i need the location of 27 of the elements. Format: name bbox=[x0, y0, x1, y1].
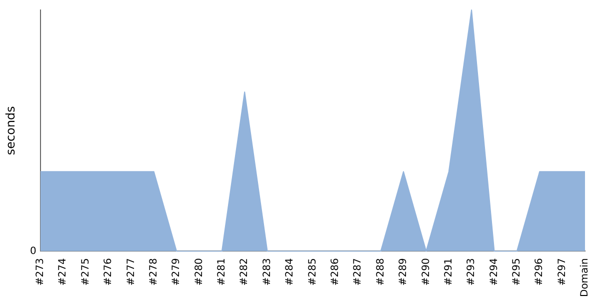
x-tick-label: #291 bbox=[443, 258, 454, 286]
x-tick-label: #288 bbox=[375, 258, 386, 286]
x-tick-label: #282 bbox=[239, 258, 250, 286]
x-tick-label: #286 bbox=[330, 258, 341, 286]
x-tick-label: #273 bbox=[34, 258, 46, 286]
x-tick-label: #287 bbox=[352, 258, 364, 286]
x-tick-label: #275 bbox=[80, 258, 92, 286]
x-tick-label: Domain bbox=[580, 258, 591, 298]
x-tick-label: #277 bbox=[126, 258, 137, 286]
y-axis-title: seconds bbox=[3, 106, 18, 156]
x-tick-label: #290 bbox=[420, 258, 432, 286]
x-tick-label: #296 bbox=[534, 258, 546, 286]
x-tick-label: #289 bbox=[398, 258, 410, 286]
x-tick-label: #276 bbox=[103, 258, 114, 286]
x-tick-label: #279 bbox=[171, 258, 182, 286]
x-tick-label: #297 bbox=[556, 258, 568, 286]
x-tick-label: #274 bbox=[58, 258, 69, 286]
x-tick-label: #281 bbox=[216, 258, 228, 286]
x-tick-label: #284 bbox=[284, 258, 296, 286]
x-tick-label: #285 bbox=[307, 258, 318, 286]
text: 0 bbox=[30, 246, 36, 257]
x-tick-label: #295 bbox=[512, 258, 523, 286]
x-tick-label: #278 bbox=[148, 258, 160, 286]
x-tick-label: #283 bbox=[262, 258, 273, 286]
x-tick-label: #280 bbox=[194, 258, 205, 286]
x-tick-label: #294 bbox=[488, 258, 500, 286]
x-tick-label: #293 bbox=[466, 258, 478, 286]
